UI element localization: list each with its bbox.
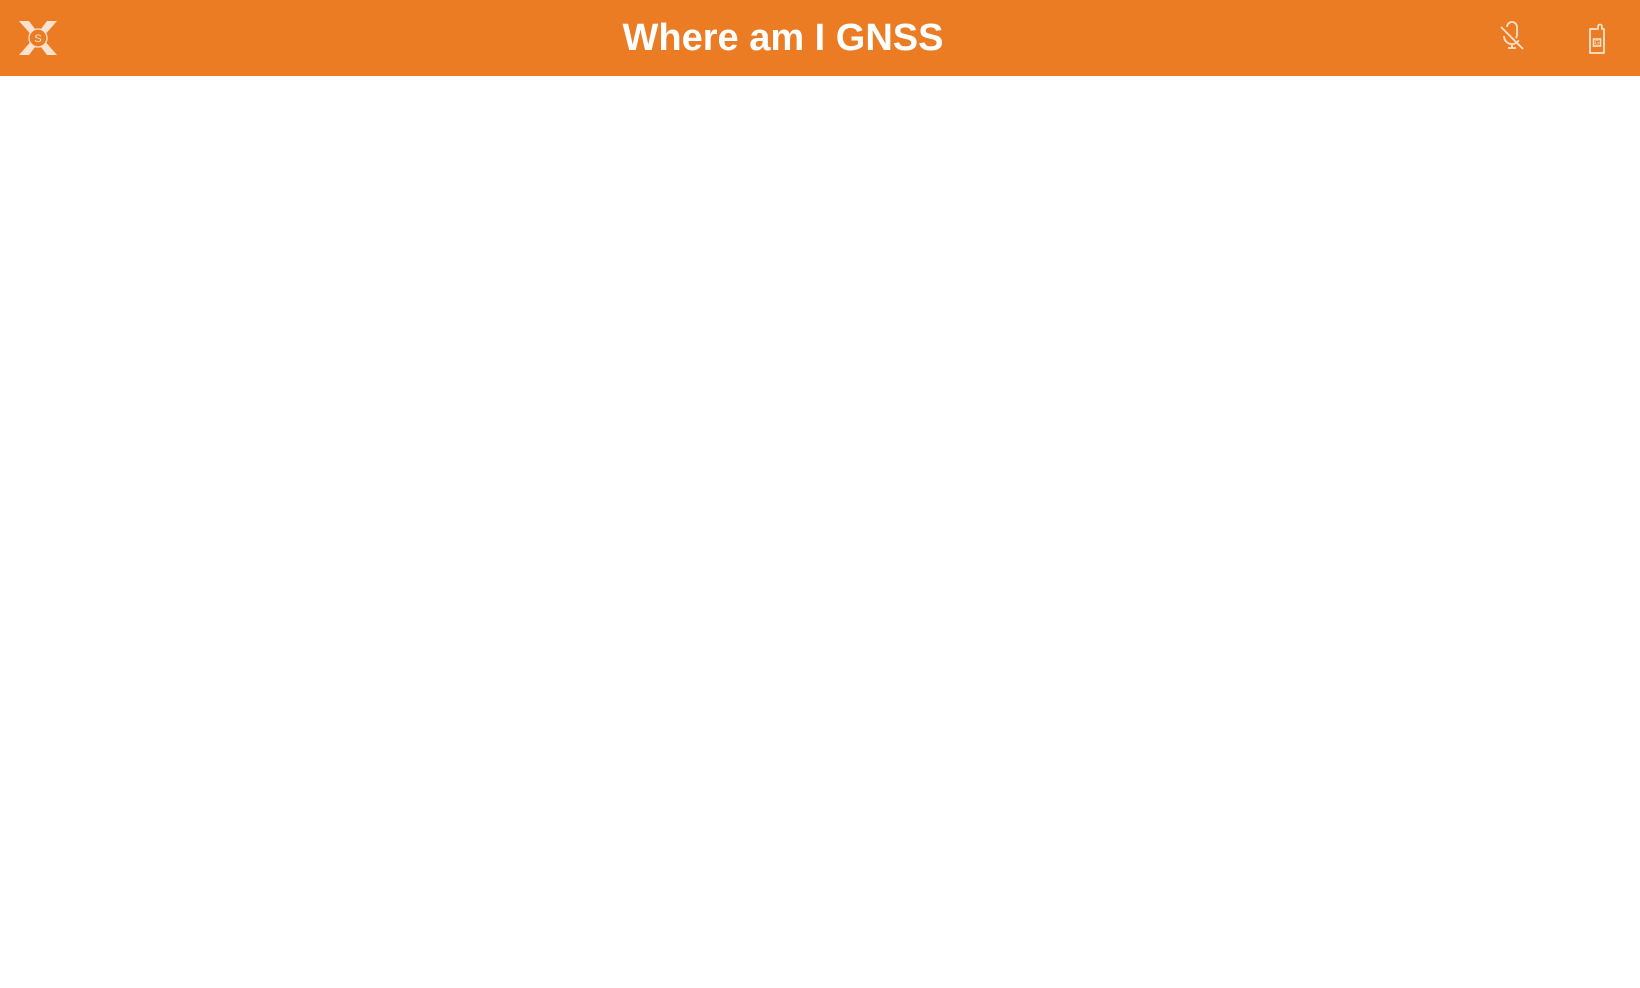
- svg-text:S: S: [34, 33, 41, 45]
- svg-text:G: G: [1595, 41, 1600, 47]
